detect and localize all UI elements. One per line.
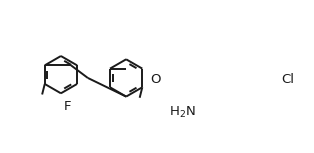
Text: O: O [150, 73, 161, 86]
Text: Cl: Cl [281, 73, 295, 86]
Text: F: F [64, 100, 72, 113]
Text: H$_2$N: H$_2$N [169, 105, 196, 120]
